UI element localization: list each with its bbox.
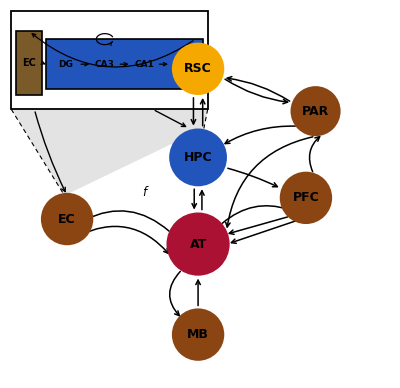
FancyBboxPatch shape	[16, 31, 42, 95]
FancyBboxPatch shape	[11, 11, 208, 109]
Text: DG: DG	[58, 60, 73, 69]
Circle shape	[169, 128, 227, 186]
Circle shape	[41, 193, 93, 245]
Text: Sub: Sub	[174, 60, 193, 69]
Text: PAR: PAR	[302, 105, 329, 118]
Text: HPC: HPC	[184, 151, 212, 164]
Text: PFC: PFC	[292, 191, 319, 204]
Text: f: f	[142, 185, 146, 199]
Polygon shape	[11, 109, 208, 196]
Circle shape	[172, 43, 224, 95]
Circle shape	[166, 213, 230, 275]
Text: MB: MB	[187, 328, 209, 341]
Circle shape	[290, 86, 341, 136]
Text: CA1: CA1	[134, 60, 154, 69]
FancyBboxPatch shape	[46, 39, 203, 89]
Text: EC: EC	[22, 58, 36, 68]
Circle shape	[172, 308, 224, 361]
Text: AT: AT	[190, 237, 207, 251]
Circle shape	[280, 171, 332, 224]
Text: EC: EC	[58, 213, 76, 225]
Text: RSC: RSC	[184, 62, 212, 75]
Text: CA3: CA3	[95, 60, 115, 69]
